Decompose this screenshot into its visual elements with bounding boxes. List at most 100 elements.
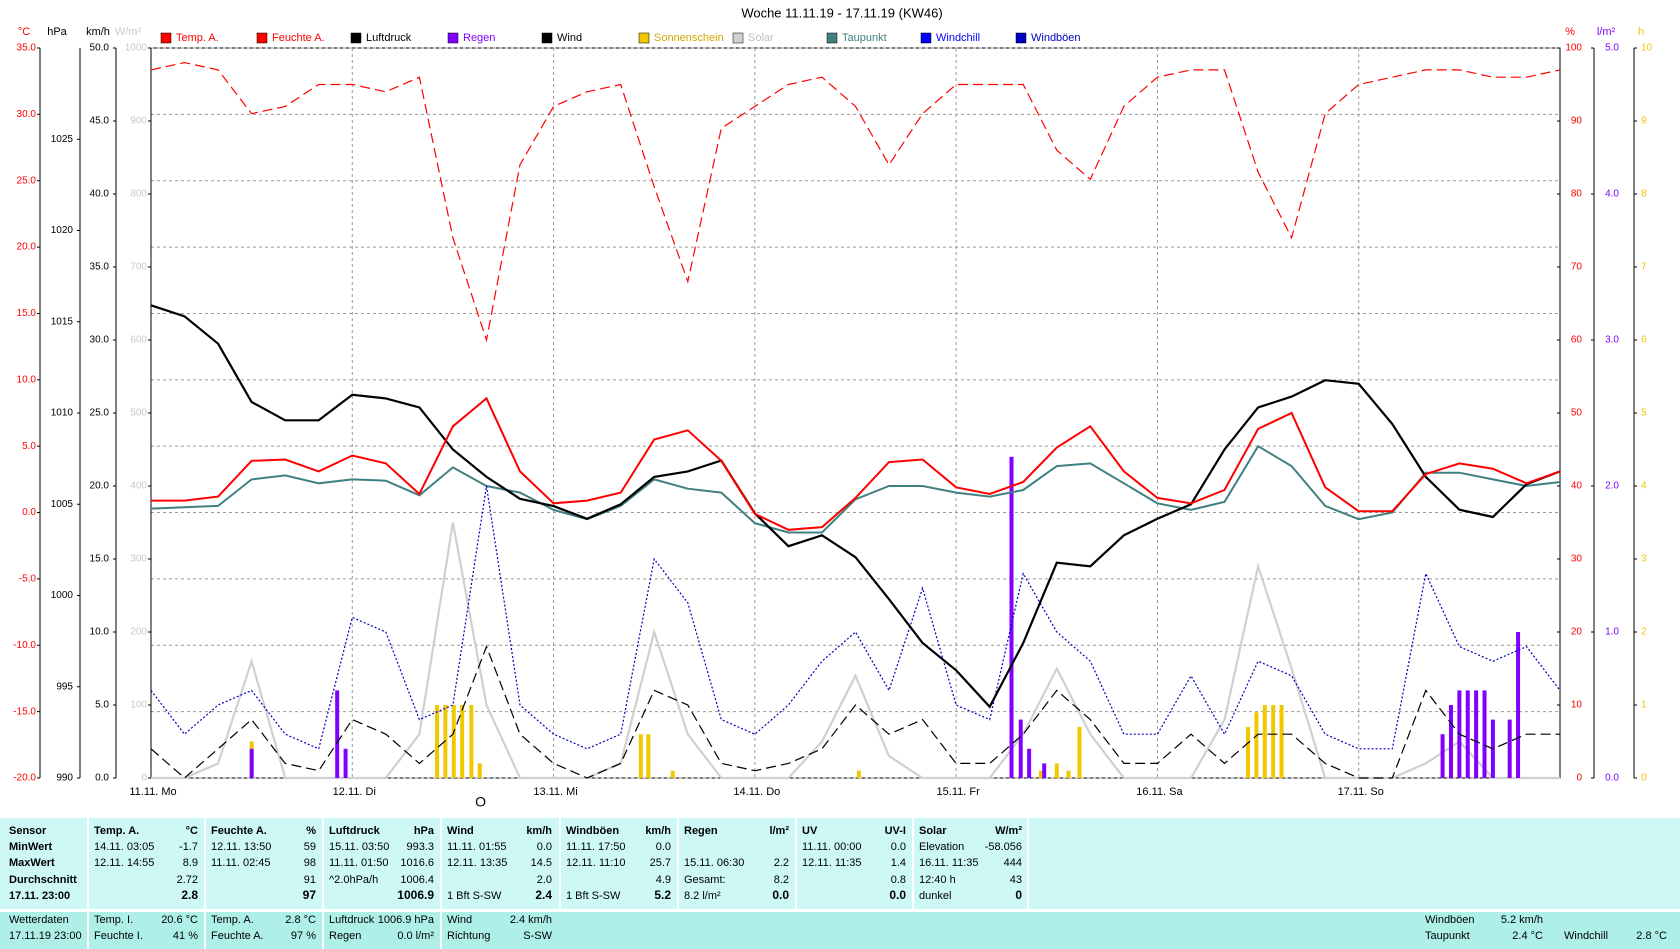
current-value: 41 % bbox=[173, 930, 198, 942]
y-tick-label: 35.0 bbox=[17, 43, 37, 54]
current-time: 17.11.19 23:00 bbox=[9, 930, 82, 942]
current-label: Windchill bbox=[1564, 930, 1608, 942]
y-tick-label: 4.0 bbox=[1605, 189, 1619, 200]
bar bbox=[1516, 632, 1521, 778]
row-label: Durchschnitt bbox=[9, 874, 77, 886]
current-value: 2.4 km/h bbox=[510, 914, 552, 926]
current-label: Regen bbox=[329, 930, 361, 942]
cell-label: 12.11. 13:50 bbox=[211, 841, 271, 853]
bar bbox=[1279, 705, 1284, 778]
bar bbox=[1474, 690, 1479, 778]
cell-label: 15.11. 03:50 bbox=[329, 841, 389, 853]
cell-label: 14.11. 03:05 bbox=[94, 841, 154, 853]
bar bbox=[1054, 763, 1059, 778]
y-tick-label: 50.0 bbox=[90, 43, 110, 54]
y-tick-label: 30.0 bbox=[17, 109, 37, 120]
legend-swatch bbox=[732, 32, 744, 44]
current-label: Windböen bbox=[1425, 914, 1475, 926]
table-header: Temp. A. bbox=[94, 825, 139, 837]
y-tick-label: 8 bbox=[1641, 189, 1647, 200]
y-tick-label: 25.0 bbox=[90, 408, 110, 419]
legend-label: Taupunkt bbox=[842, 32, 887, 44]
y-tick-label: 1010 bbox=[51, 408, 74, 419]
cell-value: 1016.6 bbox=[400, 857, 434, 869]
axis-unit: l/m² bbox=[1597, 26, 1616, 38]
y-tick-label: 0 bbox=[1641, 773, 1647, 784]
y-tick-label: 1000 bbox=[51, 590, 74, 601]
cell-value: 2.0 bbox=[537, 874, 552, 886]
table-unit: °C bbox=[186, 825, 198, 837]
y-tick-label: 45.0 bbox=[90, 116, 110, 127]
legend-label: Windchill bbox=[936, 32, 980, 44]
bar bbox=[1465, 690, 1470, 778]
y-tick-label: 0.0 bbox=[1605, 773, 1619, 784]
y-tick-label: 900 bbox=[130, 116, 147, 127]
current-value: 0.0 l/m² bbox=[397, 930, 434, 942]
y-tick-label: 0 bbox=[141, 773, 147, 784]
y-tick-label: 10.0 bbox=[90, 627, 110, 638]
legend-label: Solar bbox=[748, 32, 774, 44]
series-line bbox=[150, 485, 1561, 750]
bar bbox=[1066, 770, 1071, 778]
series-line bbox=[150, 304, 1561, 709]
y-tick-label: 7 bbox=[1641, 262, 1647, 273]
y-tick-label: 0.0 bbox=[22, 507, 36, 518]
cell-label: 12:40 h bbox=[919, 874, 956, 886]
legend-swatch bbox=[256, 32, 268, 44]
x-tick-label: 11.11. Mo bbox=[129, 786, 176, 798]
bar bbox=[469, 705, 474, 778]
legend-swatch bbox=[920, 32, 932, 44]
series-line bbox=[150, 444, 1561, 534]
bar bbox=[1246, 726, 1251, 778]
cell-label: 12.11. 11:10 bbox=[566, 857, 626, 869]
x-tick-label: 14.11. Do bbox=[733, 786, 780, 798]
y-tick-label: 15.0 bbox=[17, 308, 37, 319]
bar bbox=[1482, 690, 1487, 778]
y-tick-label: 600 bbox=[130, 335, 147, 346]
stats-panel bbox=[0, 818, 1680, 909]
legend-label: Sonnenschein bbox=[654, 32, 724, 44]
y-tick-label: 1.0 bbox=[1605, 627, 1619, 638]
table-header: Regen bbox=[684, 825, 718, 837]
bar bbox=[343, 748, 348, 778]
row-label: 17.11. 23:00 bbox=[9, 890, 70, 902]
legend-swatch bbox=[350, 32, 362, 44]
cell-label: Elevation bbox=[919, 841, 964, 853]
y-tick-label: 3 bbox=[1641, 554, 1647, 565]
cell-label: 8.2 l/m² bbox=[684, 890, 721, 902]
y-tick-label: 40 bbox=[1571, 481, 1583, 492]
cell-value: 98 bbox=[304, 857, 316, 869]
legend-swatch bbox=[638, 32, 650, 44]
bar bbox=[1440, 734, 1445, 778]
y-tick-label: 100 bbox=[1565, 43, 1582, 54]
y-tick-label: 30.0 bbox=[90, 335, 110, 346]
y-tick-label: 60 bbox=[1571, 335, 1583, 346]
bar bbox=[451, 705, 456, 778]
cell-label: 16.11. 11:35 bbox=[919, 857, 979, 869]
table-header: Wind bbox=[447, 825, 474, 837]
y-tick-label: -10.0 bbox=[13, 640, 36, 651]
table-unit: hPa bbox=[414, 825, 435, 837]
legend-swatch bbox=[1015, 32, 1027, 44]
y-tick-label: 5 bbox=[1641, 408, 1647, 419]
bar bbox=[1009, 456, 1014, 778]
row-label: MaxWert bbox=[9, 857, 55, 869]
cell-value: 2.72 bbox=[177, 874, 198, 886]
bar bbox=[646, 734, 651, 778]
y-tick-label: 90 bbox=[1571, 116, 1583, 127]
chart-title: Woche 11.11.19 - 17.11.19 (KW46) bbox=[741, 5, 942, 20]
legend-label: Temp. A. bbox=[176, 32, 219, 44]
bar bbox=[1042, 763, 1047, 778]
y-tick-label: -5.0 bbox=[19, 574, 37, 585]
cell-value: 1006.4 bbox=[400, 874, 434, 886]
cell-label: 11.11. 00:00 bbox=[802, 841, 862, 853]
cell-value: 1.4 bbox=[891, 857, 906, 869]
cell-value: -1.7 bbox=[179, 841, 198, 853]
y-tick-label: 1025 bbox=[51, 134, 74, 145]
y-tick-label: 15.0 bbox=[90, 554, 110, 565]
cell-value: 14.5 bbox=[531, 857, 552, 869]
y-tick-label: 2 bbox=[1641, 627, 1647, 638]
y-tick-label: 20 bbox=[1571, 627, 1583, 638]
y-tick-label: 50 bbox=[1571, 408, 1583, 419]
